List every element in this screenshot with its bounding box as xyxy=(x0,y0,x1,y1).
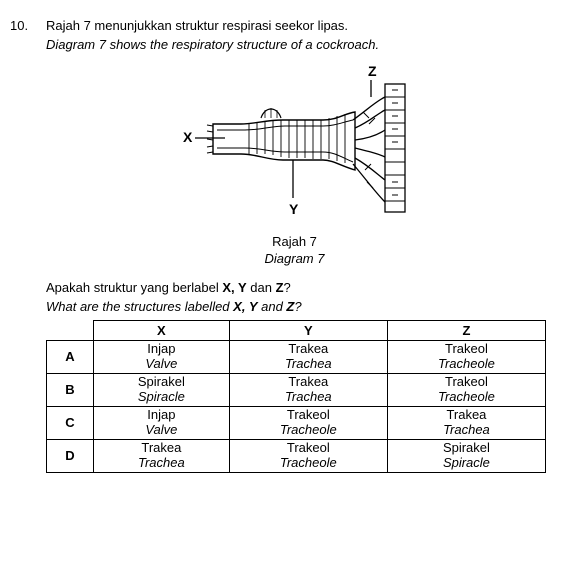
caption-en: Diagram 7 xyxy=(265,251,325,266)
answer-table: X Y Z A InjapValve TrakeaTrachea Trakeol… xyxy=(46,320,546,473)
table-row[interactable]: D TrakeaTrachea TrakeolTracheole Spirake… xyxy=(47,439,546,472)
subq-ms-q: ? xyxy=(284,280,291,295)
cell-ms: Trakeol xyxy=(394,375,539,390)
cell-ms: Injap xyxy=(100,342,223,357)
header-y: Y xyxy=(229,321,387,341)
cell-x: SpirakelSpiracle xyxy=(94,373,230,406)
cell-ms: Trakeol xyxy=(236,441,381,456)
diagram-container: Z xyxy=(46,62,543,266)
cell-en: Spiracle xyxy=(100,390,223,405)
header-z: Z xyxy=(387,321,545,341)
subq-en-pre: What are the structures labelled xyxy=(46,299,233,314)
table-header-row: X Y Z xyxy=(47,321,546,341)
subq-en-xy: X, Y xyxy=(233,299,257,314)
subq-ms-z: Z xyxy=(276,280,284,295)
cell-en: Tracheole xyxy=(394,390,539,405)
cell-en: Trachea xyxy=(100,456,223,471)
cell-en: Spiracle xyxy=(394,456,539,471)
header-x: X xyxy=(94,321,230,341)
cell-x: TrakeaTrachea xyxy=(94,439,230,472)
subq-en-q: ? xyxy=(294,299,301,314)
cell-z: TrakeaTrachea xyxy=(387,406,545,439)
cell-ms: Trakeol xyxy=(236,408,381,423)
cell-ms: Trakea xyxy=(100,441,223,456)
cell-en: Valve xyxy=(100,357,223,372)
subq-en-mid: and xyxy=(258,299,287,314)
exam-page: 10. Rajah 7 menunjukkan struktur respira… xyxy=(0,0,567,578)
opt-letter: D xyxy=(47,439,94,472)
question-number: 10. xyxy=(10,18,34,33)
cell-ms: Trakeol xyxy=(394,342,539,357)
cell-ms: Trakea xyxy=(394,408,539,423)
cell-en: Tracheole xyxy=(236,423,381,438)
cell-ms: Spirakel xyxy=(394,441,539,456)
question-body: Rajah 7 menunjukkan struktur respirasi s… xyxy=(46,18,543,272)
subq-ms: Apakah struktur yang berlabel X, Y dan Z… xyxy=(46,280,543,295)
cell-en: Trachea xyxy=(236,357,381,372)
cell-en: Trachea xyxy=(236,390,381,405)
label-z: Z xyxy=(368,63,377,79)
cell-ms: Trakea xyxy=(236,375,381,390)
cell-y: TrakeolTracheole xyxy=(229,439,387,472)
opt-letter: A xyxy=(47,341,94,374)
opt-letter: C xyxy=(47,406,94,439)
subq-en: What are the structures labelled X, Y an… xyxy=(46,299,543,314)
cell-en: Tracheole xyxy=(394,357,539,372)
cell-en: Trachea xyxy=(394,423,539,438)
cell-z: SpirakelSpiracle xyxy=(387,439,545,472)
cell-y: TrakeaTrachea xyxy=(229,373,387,406)
cell-x: InjapValve xyxy=(94,341,230,374)
cell-en: Tracheole xyxy=(236,456,381,471)
question-block: 10. Rajah 7 menunjukkan struktur respira… xyxy=(10,18,543,272)
caption-ms: Rajah 7 xyxy=(272,234,317,249)
table-row[interactable]: C InjapValve TrakeolTracheole TrakeaTrac… xyxy=(47,406,546,439)
cell-ms: Injap xyxy=(100,408,223,423)
table-row[interactable]: A InjapValve TrakeaTrachea TrakeolTrache… xyxy=(47,341,546,374)
cell-z: TrakeolTracheole xyxy=(387,373,545,406)
cell-z: TrakeolTracheole xyxy=(387,341,545,374)
stem-en: Diagram 7 shows the respiratory structur… xyxy=(46,37,543,52)
cell-y: TrakeaTrachea xyxy=(229,341,387,374)
subq-ms-mid: dan xyxy=(247,280,276,295)
cell-ms: Spirakel xyxy=(100,375,223,390)
stem-ms: Rajah 7 menunjukkan struktur respirasi s… xyxy=(46,18,543,33)
cell-ms: Trakea xyxy=(236,342,381,357)
subq-ms-pre: Apakah struktur yang berlabel xyxy=(46,280,222,295)
label-x: X xyxy=(183,129,193,145)
label-y: Y xyxy=(289,201,299,217)
sub-question: Apakah struktur yang berlabel X, Y dan Z… xyxy=(46,280,543,314)
header-blank xyxy=(47,321,94,341)
diagram-7-svg: Z xyxy=(165,62,425,232)
cell-y: TrakeolTracheole xyxy=(229,406,387,439)
cell-en: Valve xyxy=(100,423,223,438)
table-row[interactable]: B SpirakelSpiracle TrakeaTrachea Trakeol… xyxy=(47,373,546,406)
opt-letter: B xyxy=(47,373,94,406)
subq-ms-xy: X, Y xyxy=(222,280,246,295)
cell-x: InjapValve xyxy=(94,406,230,439)
